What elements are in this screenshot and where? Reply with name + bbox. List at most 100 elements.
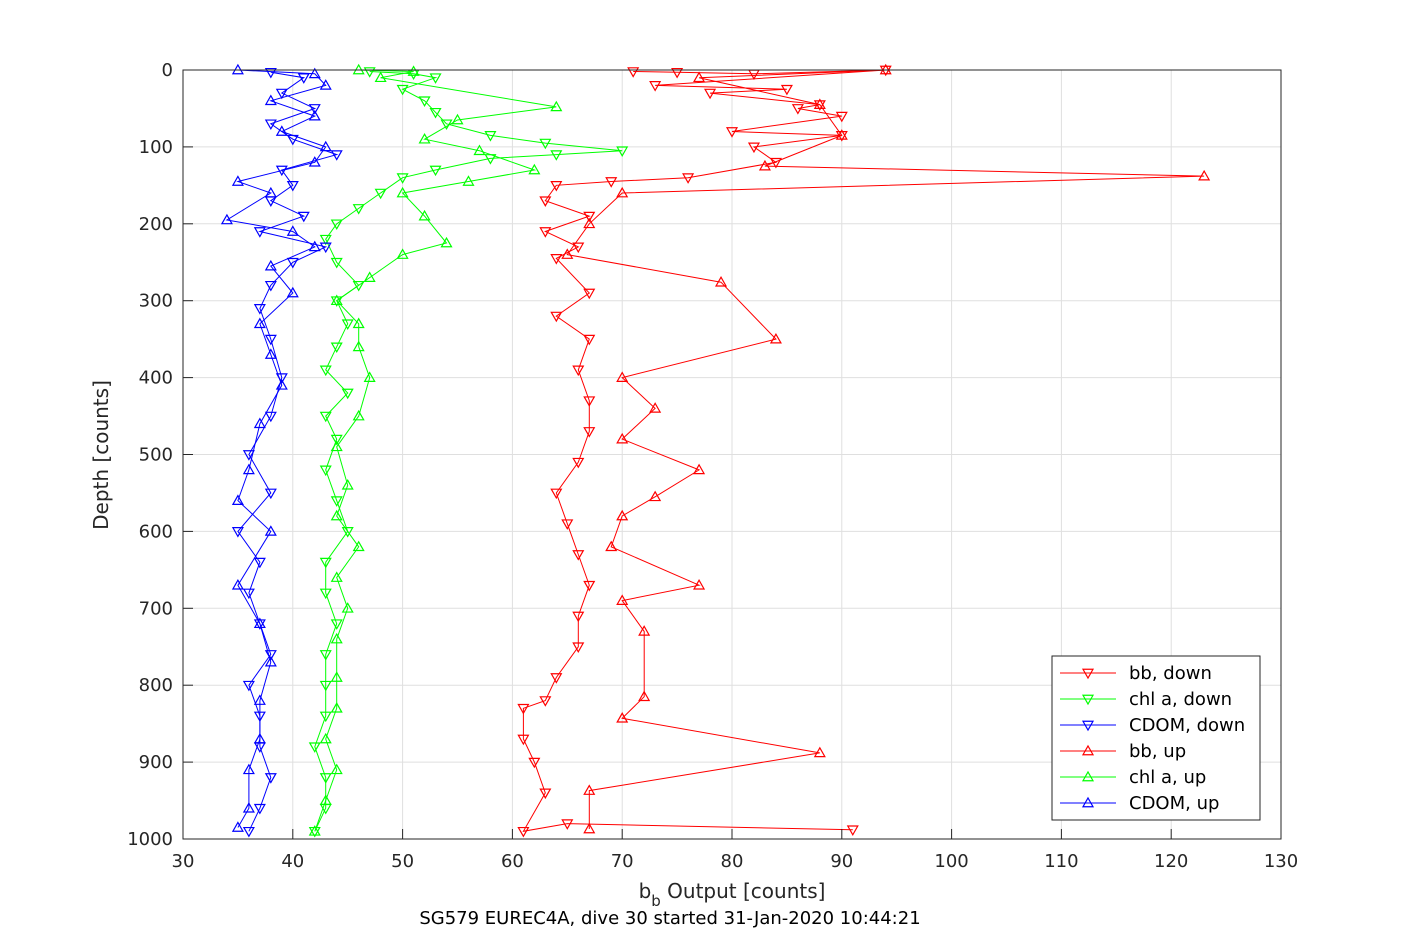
data-point: [341, 319, 354, 330]
data-point: [725, 127, 739, 138]
data-point: [616, 146, 629, 157]
data-point: [264, 186, 277, 198]
legend-marker: [1081, 668, 1095, 680]
data-point: [627, 67, 640, 78]
data-point: [330, 632, 343, 644]
data-point: [264, 119, 277, 131]
data-point: [671, 67, 684, 79]
series-bb-up: [561, 63, 1211, 834]
y-tick-label: 200: [139, 214, 173, 235]
data-point: [879, 63, 892, 75]
data-point: [264, 259, 277, 271]
data-point: [396, 173, 409, 184]
data-point: [583, 334, 596, 346]
data-point: [253, 317, 266, 329]
data-point: [297, 211, 310, 223]
x-tick-label: 90: [830, 851, 853, 872]
data-point: [758, 159, 771, 171]
data-point: [319, 234, 332, 246]
data-point: [264, 411, 277, 423]
data-point: [429, 107, 442, 119]
data-point: [330, 294, 343, 306]
x-axis-label: bb Output [counts]: [639, 879, 826, 910]
data-point: [253, 557, 266, 569]
data-point: [550, 673, 563, 684]
data-point: [319, 140, 332, 152]
data-point: [231, 175, 244, 186]
series-line: [237, 71, 339, 832]
data-point: [264, 334, 277, 346]
data-point: [264, 94, 277, 106]
data-point: [561, 248, 574, 259]
data-point: [319, 650, 332, 661]
data-point: [253, 619, 266, 630]
data-point: [517, 826, 530, 838]
data-point: [704, 88, 717, 100]
data-point: [484, 131, 497, 142]
data-point: [352, 540, 365, 552]
data-point: [846, 825, 859, 836]
data-point: [780, 84, 793, 96]
y-tick-label: 500: [139, 445, 173, 466]
data-point: [286, 257, 299, 269]
legend-marker: [1081, 770, 1095, 782]
y-tick-label: 800: [139, 675, 173, 696]
data-point: [462, 175, 475, 186]
data-point: [275, 165, 288, 177]
data-point: [616, 432, 629, 444]
data-point: [649, 402, 662, 413]
data-point: [308, 826, 321, 838]
data-point: [319, 411, 332, 423]
data-point: [330, 257, 343, 269]
data-point: [583, 427, 596, 438]
data-point: [747, 142, 760, 154]
data-point: [418, 133, 431, 144]
data-point: [616, 186, 629, 198]
data-point: [319, 680, 332, 692]
data-point: [813, 98, 826, 109]
data-point: [835, 129, 848, 140]
data-point: [714, 276, 728, 287]
data-point: [231, 494, 244, 505]
data-point: [319, 242, 332, 254]
data-point: [330, 440, 343, 452]
series-line: [314, 69, 557, 832]
data-point: [418, 209, 431, 221]
data-point: [835, 111, 848, 123]
x-axis-label-rest: Output [counts]: [661, 879, 826, 903]
data-point: [396, 84, 409, 96]
data-point: [330, 296, 343, 307]
data-point: [583, 822, 596, 834]
legend-label: CDOM, up: [1129, 793, 1219, 814]
data-point: [330, 342, 343, 354]
data-point: [242, 450, 255, 461]
data-point: [550, 311, 563, 323]
legend-marker: [1081, 744, 1095, 756]
legend-box: [1051, 655, 1261, 821]
data-point: [319, 365, 332, 377]
data-point: [275, 379, 288, 390]
data-point: [297, 73, 310, 84]
y-tick-label: 1000: [127, 829, 173, 850]
y-tick-label: 0: [162, 60, 173, 81]
data-point: [605, 540, 618, 552]
data-point: [264, 525, 277, 536]
data-point: [352, 409, 365, 421]
data-point: [286, 286, 299, 298]
data-point: [517, 703, 530, 715]
data-point: [319, 465, 332, 477]
legend-label: chl a, down: [1129, 689, 1232, 710]
data-point: [253, 803, 266, 815]
y-tick-label: 300: [139, 291, 173, 312]
data-point: [561, 819, 574, 830]
x-axis-label-subscript: b: [651, 892, 661, 910]
data-point: [572, 242, 585, 254]
data-point: [396, 248, 409, 259]
data-point: [352, 63, 365, 75]
legend-item: bb, down: [1060, 663, 1212, 684]
data-point: [539, 696, 552, 707]
x-axis-label-main: b: [639, 879, 652, 903]
data-point: [242, 463, 255, 475]
data-point: [308, 156, 321, 167]
data-point: [791, 104, 804, 115]
